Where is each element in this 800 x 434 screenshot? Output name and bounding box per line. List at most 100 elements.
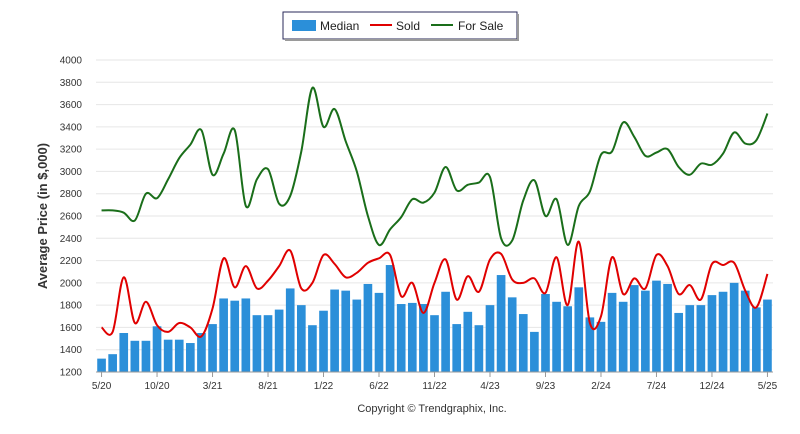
median-bar [130,340,140,372]
median-bar [241,298,251,372]
legend: Median Sold For Sale [282,11,519,41]
median-bar [274,309,284,372]
median-bar [263,315,273,372]
legend-shadow-bottom [285,39,519,41]
median-bar [141,340,151,372]
y-tick-label: 4000 [60,56,83,67]
median-bar [463,311,473,372]
median-bar [119,333,129,372]
median-bar [296,305,306,372]
median-bar [729,282,739,372]
median-bar [707,295,717,372]
x-tick-label: 1/22 [314,381,334,392]
y-tick-label: 2200 [60,256,83,267]
y-tick-label: 2600 [60,212,83,223]
y-tick-label: 3400 [60,122,83,133]
median-bars [97,265,772,372]
median-bar [674,312,683,372]
legend-box [282,11,518,40]
sold-line [100,240,769,338]
median-bar [341,290,351,372]
median-bar [197,333,206,372]
y-tick-label: 2800 [60,189,83,200]
legend-median-label: Median [320,19,359,33]
legend-for-sale-label: For Sale [458,19,504,33]
y-axis-title: Average Price (in $,000) [35,143,50,289]
median-bar [363,283,373,372]
y-tick-label: 1800 [60,301,83,312]
x-tick-label: 11/22 [422,381,447,392]
median-bar [507,297,517,372]
median-bar [152,326,162,372]
y-tick-label: 3800 [60,78,83,89]
median-bar [530,331,539,372]
y-tick-label: 2400 [60,234,83,245]
median-bar [485,305,495,372]
median-bar [385,265,395,372]
copyright-footer: Copyright © Trendgraphix, Inc. [357,403,506,415]
median-bar [308,325,317,372]
median-bar [629,285,639,372]
median-bar [663,283,672,372]
median-bar [685,305,695,372]
median-bar [696,305,706,372]
x-tick-label: 4/23 [480,381,500,392]
median-bar [752,307,761,372]
y-tick-label: 3600 [60,100,83,111]
median-bar [319,310,328,372]
x-tick-label: 6/22 [369,381,389,392]
median-bar [441,291,450,372]
median-bar [374,292,384,372]
median-bar [208,324,217,372]
median-bar [596,321,606,372]
median-bar [186,343,195,372]
median-bar [552,301,561,372]
median-bar [496,275,506,372]
series-lines [100,86,769,338]
median-bar [518,314,528,372]
legend-sold-label: Sold [396,19,420,33]
median-bar [740,290,750,372]
x-tick-label: 8/21 [258,381,278,392]
y-tick-label: 1400 [60,345,83,356]
for-sale-line [101,86,769,247]
median-bar [763,299,772,372]
median-bar [108,354,117,372]
median-bar [541,294,550,372]
median-bar [585,317,595,372]
median-bar [430,315,439,372]
x-tick-label: 5/25 [758,381,778,392]
x-tick-label: 7/24 [647,381,667,392]
median-bar [163,339,173,372]
median-bar [574,287,584,372]
median-bar [718,291,728,372]
y-tick-label: 1200 [60,368,83,379]
median-bar [352,299,362,372]
x-tick-label: 3/21 [203,381,223,392]
y-tick-label: 2000 [60,278,83,289]
median-bar [396,304,406,372]
median-bar [618,301,628,372]
x-tick-label: 10/20 [145,381,170,392]
legend-shadow [517,14,519,41]
x-axis-ticks: 5/20 10/20 3/21 8/21 1/22 6/22 11/22 4/23 9/23 2/… [92,372,778,392]
median-bar [330,289,339,372]
x-tick-label: 12/24 [699,381,724,392]
median-bar [563,306,573,372]
y-tick-label: 1600 [60,323,83,334]
median-bar [285,288,295,372]
median-bar [419,304,428,372]
median-bar [474,325,484,372]
median-bar [407,302,417,372]
median-bar [219,298,228,372]
median-bar [641,290,650,372]
median-bar [652,280,661,372]
median-bar [252,315,262,372]
median-bar [174,339,184,372]
x-tick-label: 5/20 [92,381,112,392]
median-bar [97,358,106,372]
median-bar [230,300,240,372]
y-tick-label: 3000 [60,167,83,178]
y-axis-ticks: 1200 1400 1600 1800 2000 2200 2400 2600 2800 3000… [60,56,83,379]
